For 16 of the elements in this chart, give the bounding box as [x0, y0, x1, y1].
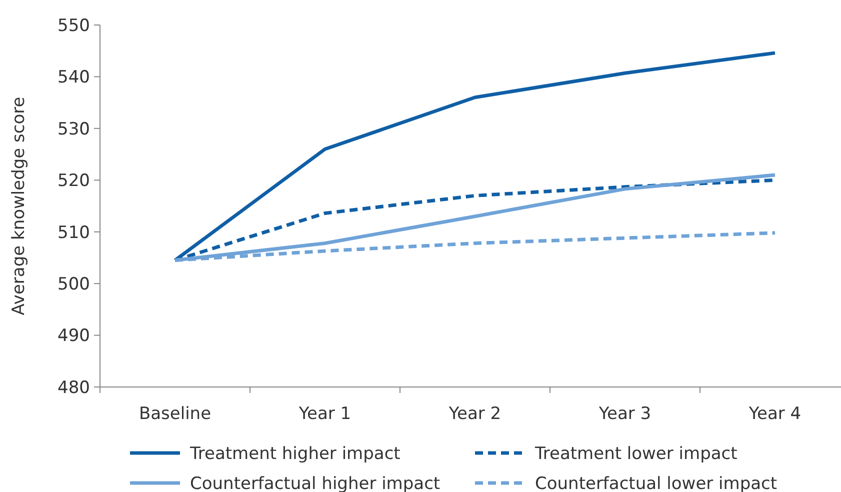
x-tick-label: Year 2 [448, 404, 502, 424]
y-tick-label: 490 [58, 326, 90, 346]
y-tick-label: 510 [58, 222, 90, 243]
y-axis-title: Average knowledge score [9, 96, 29, 316]
y-tick-label: 500 [58, 274, 90, 295]
y-tick-label: 520 [58, 171, 90, 192]
y-tick-label: 540 [58, 68, 90, 88]
legend-label: Treatment higher impact [189, 444, 401, 464]
y-tick-label: 550 [58, 16, 90, 36]
x-tick-label: Baseline [138, 404, 212, 424]
y-tick-label: 530 [58, 119, 90, 140]
x-tick-label: Year 4 [748, 404, 802, 424]
x-tick-label: Year 3 [598, 404, 652, 424]
legend-label: Treatment lower impact [534, 444, 738, 464]
y-tick-label: 480 [58, 378, 90, 398]
x-tick-label: Year 1 [298, 404, 352, 424]
